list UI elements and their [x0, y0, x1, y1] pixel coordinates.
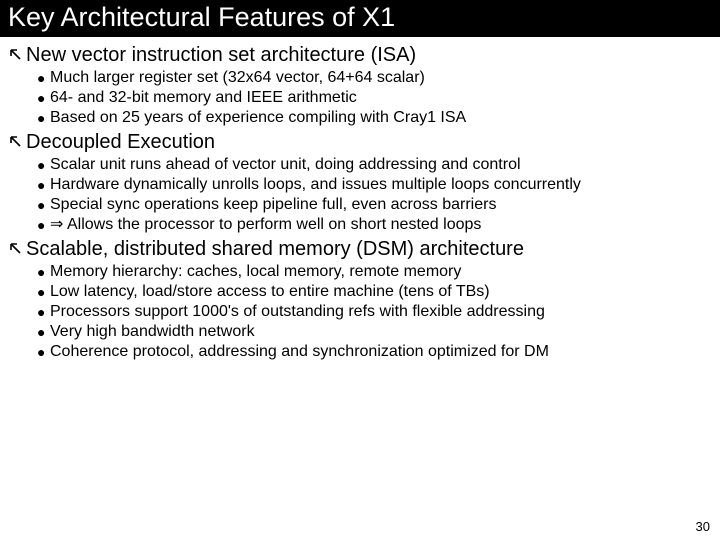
bullet-icon: ● [34, 155, 50, 175]
list-item: ●Hardware dynamically unrolls loops, and… [34, 175, 712, 195]
bullet-icon: ● [34, 175, 50, 195]
list-text: Hardware dynamically unrolls loops, and … [50, 175, 581, 195]
list-text: Scalar unit runs ahead of vector unit, d… [50, 155, 521, 175]
list-item: ●Based on 25 years of experience compili… [34, 108, 712, 128]
list-text: 64- and 32-bit memory and IEEE arithmeti… [50, 88, 357, 108]
list-item: ●Much larger register set (32x64 vector,… [34, 68, 712, 88]
list-text: Coherence protocol, addressing and synch… [50, 342, 549, 362]
bullet-icon: ● [34, 322, 50, 342]
sub-list: ●Memory hierarchy: caches, local memory,… [34, 262, 712, 362]
list-item: ●Scalar unit runs ahead of vector unit, … [34, 155, 712, 175]
list-text: Very high bandwidth network [50, 322, 255, 342]
section-title: Scalable, distributed shared memory (DSM… [26, 237, 524, 261]
list-item: ●Processors support 1000's of outstandin… [34, 302, 712, 322]
list-text: Based on 25 years of experience compilin… [50, 108, 466, 128]
bullet-icon: ● [34, 215, 50, 235]
section-dsm: Scalable, distributed shared memory (DSM… [8, 237, 712, 362]
slide-title: Key Architectural Features of X1 [8, 2, 395, 32]
bullet-icon: ● [34, 68, 50, 88]
bullet-icon: ● [34, 342, 50, 362]
section-decoupled: Decoupled Execution ●Scalar unit runs ah… [8, 130, 712, 235]
slide-content: New vector instruction set architecture … [0, 37, 720, 362]
bullet-icon: ● [34, 262, 50, 282]
section-head: Scalable, distributed shared memory (DSM… [8, 237, 712, 261]
bullet-icon: ● [34, 195, 50, 215]
bullet-icon: ● [34, 108, 50, 128]
list-item: ●Special sync operations keep pipeline f… [34, 195, 712, 215]
section-title: Decoupled Execution [26, 130, 215, 154]
slide-title-bar: Key Architectural Features of X1 [0, 0, 720, 37]
section-title: New vector instruction set architecture … [26, 43, 416, 67]
section-head: New vector instruction set architecture … [8, 43, 712, 67]
arrow-up-left-icon [8, 47, 26, 61]
list-text: Low latency, load/store access to entire… [50, 282, 490, 302]
bullet-icon: ● [34, 282, 50, 302]
bullet-icon: ● [34, 302, 50, 322]
section-head: Decoupled Execution [8, 130, 712, 154]
list-text: Special sync operations keep pipeline fu… [50, 195, 496, 215]
list-item: ●Memory hierarchy: caches, local memory,… [34, 262, 712, 282]
list-item: ●64- and 32-bit memory and IEEE arithmet… [34, 88, 712, 108]
list-text: Processors support 1000's of outstanding… [50, 302, 545, 322]
list-item: ●Very high bandwidth network [34, 322, 712, 342]
list-text: ⇒ Allows the processor to perform well o… [50, 215, 481, 235]
sub-list: ●Scalar unit runs ahead of vector unit, … [34, 155, 712, 235]
arrow-up-left-icon [8, 134, 26, 148]
list-text: Much larger register set (32x64 vector, … [50, 68, 425, 88]
list-text: Memory hierarchy: caches, local memory, … [50, 262, 461, 282]
list-item: ●⇒ Allows the processor to perform well … [34, 215, 712, 235]
list-item: ●Low latency, load/store access to entir… [34, 282, 712, 302]
bullet-icon: ● [34, 88, 50, 108]
sub-list: ●Much larger register set (32x64 vector,… [34, 68, 712, 128]
arrow-up-left-icon [8, 241, 26, 255]
list-item: ●Coherence protocol, addressing and sync… [34, 342, 712, 362]
page-number: 30 [696, 519, 710, 534]
section-isa: New vector instruction set architecture … [8, 43, 712, 128]
